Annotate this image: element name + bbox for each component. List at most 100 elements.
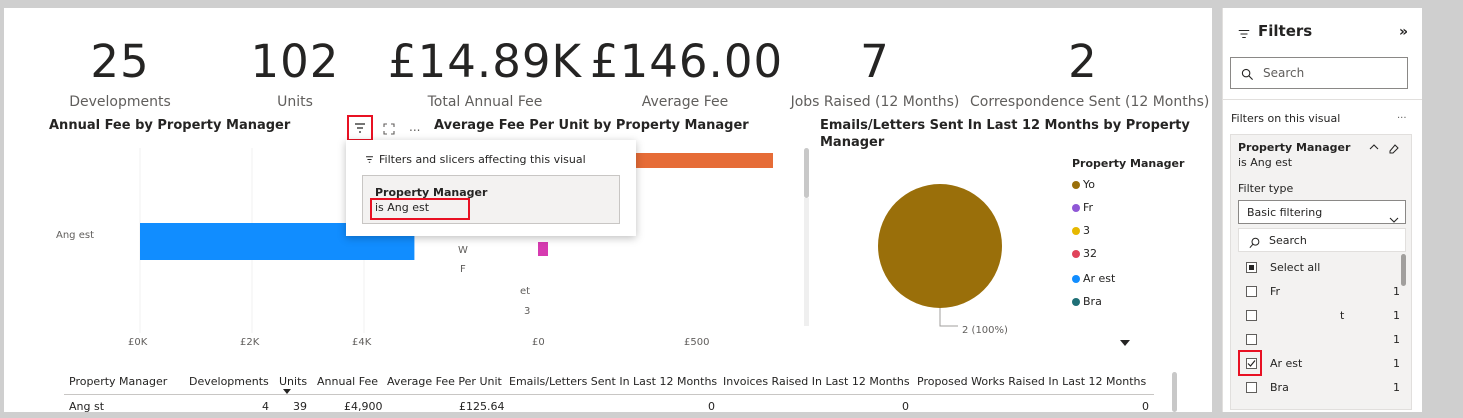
filter-item-checkbox[interactable] xyxy=(1246,286,1257,297)
legend-title: Property Manager xyxy=(1072,157,1185,170)
filter-type-dropdown[interactable]: Basic filtering xyxy=(1238,200,1406,224)
table-header[interactable]: Invoices Raised In Last 12 Months xyxy=(723,375,910,388)
bar-category-label: Ang est xyxy=(56,230,94,241)
legend-item[interactable]: Bra xyxy=(1072,295,1102,308)
filter-item-checkbox[interactable] xyxy=(1246,382,1257,393)
legend-label: 32 xyxy=(1083,247,1097,260)
table-cell: 0 xyxy=(1142,400,1149,412)
filter-item-checkbox[interactable] xyxy=(1246,310,1257,321)
kpi-label: Units xyxy=(277,94,313,110)
legend-label: Bra xyxy=(1083,295,1102,308)
table-header[interactable]: Property Manager xyxy=(69,375,168,388)
table-scrollbar[interactable] xyxy=(1172,372,1177,412)
legend-dot xyxy=(1072,181,1080,189)
visual-scroll-track xyxy=(804,198,809,326)
kpi-label: Average Fee xyxy=(641,94,729,110)
highlight-filter-icon xyxy=(347,115,373,141)
x-tick-1: £2K xyxy=(240,337,260,348)
filter-type-value: Basic filtering xyxy=(1247,206,1323,219)
table-header[interactable]: Average Fee Per Unit xyxy=(387,375,502,388)
filter-list-scrollbar[interactable] xyxy=(1401,254,1406,286)
legend-item[interactable]: Ar est xyxy=(1072,272,1115,285)
table-cell: 0 xyxy=(902,400,909,412)
collapse-pane-icon[interactable]: » xyxy=(1399,24,1409,40)
table-cell: £125.64 xyxy=(459,400,505,412)
kpi-label: Total Annual Fee xyxy=(427,94,543,110)
kpi-value: 7 xyxy=(860,35,890,88)
search-icon xyxy=(1249,234,1261,253)
kpi-label: Jobs Raised (12 Months) xyxy=(790,94,960,110)
filter-item-count: 1 xyxy=(1393,381,1400,394)
avg-fee-bar-pink xyxy=(538,242,548,256)
visual-scrollbar[interactable] xyxy=(804,148,809,198)
popup-card-title: Property Manager xyxy=(375,186,488,199)
x-tick-0: £0K xyxy=(128,337,148,348)
legend-item[interactable]: Fr xyxy=(1072,201,1093,214)
table-divider xyxy=(64,394,1154,395)
filters-pane-title: Filters xyxy=(1258,22,1313,40)
table-cell: 0 xyxy=(708,400,715,412)
focus-mode-icon[interactable] xyxy=(382,121,396,135)
more-options-icon[interactable]: ... xyxy=(1397,110,1407,121)
clear-filter-icon[interactable] xyxy=(1388,139,1400,158)
filter-item-label[interactable]: Fr xyxy=(1270,285,1281,298)
filter-item-label[interactable]: Ar est xyxy=(1270,357,1303,370)
kpi-value: 25 xyxy=(90,35,150,88)
filters-search-input[interactable]: Search xyxy=(1230,57,1408,89)
filter-item-label[interactable]: Bra xyxy=(1270,381,1289,394)
visual-title-emails-letters-line2: Manager xyxy=(820,135,885,150)
avg-fee-row-label: W xyxy=(458,245,468,256)
kpi-correspondence-sent[interactable]: 2 Correspondence Sent (12 Months) xyxy=(970,34,1210,111)
pie-slice-label: 2 (100%) xyxy=(962,325,1008,336)
avg-fee-x-tick-0: £0 xyxy=(532,337,545,348)
kpi-value: 102 xyxy=(250,35,340,88)
table-header[interactable]: Emails/Letters Sent In Last 12 Months xyxy=(509,375,718,388)
pie-slice[interactable] xyxy=(878,184,1002,308)
kpi-average-fee[interactable]: £146.00 Average Fee xyxy=(590,34,782,111)
chevron-up-icon[interactable] xyxy=(1369,141,1379,154)
table-header[interactable]: Developments xyxy=(189,375,269,388)
filter-item-checkbox[interactable] xyxy=(1246,334,1257,345)
legend-label: Yo xyxy=(1083,178,1095,191)
legend-dot xyxy=(1072,204,1080,212)
check-icon xyxy=(1247,360,1256,367)
kpi-units[interactable]: 102 Units xyxy=(240,34,350,111)
more-options-icon[interactable]: ... xyxy=(409,120,421,134)
kpi-label: Correspondence Sent (12 Months) xyxy=(970,94,1210,110)
highlight-checked-item xyxy=(1238,350,1262,376)
highlight-filter-condition xyxy=(370,198,470,220)
legend-scroll-down-icon[interactable] xyxy=(1120,340,1130,346)
filter-card-title[interactable]: Property Manager xyxy=(1238,141,1351,154)
x-tick-2: £4K xyxy=(352,337,372,348)
legend-dot xyxy=(1072,298,1080,306)
table-cell: Ang st xyxy=(69,400,105,412)
kpi-developments[interactable]: 25 Developments xyxy=(60,34,180,111)
kpi-jobs-raised[interactable]: 7 Jobs Raised (12 Months) xyxy=(790,34,960,111)
select-all-checkbox[interactable] xyxy=(1246,262,1257,273)
filter-values-search[interactable]: Search xyxy=(1238,228,1406,252)
kpi-value: 2 xyxy=(1068,35,1098,88)
filter-item-checkbox-checked[interactable] xyxy=(1246,358,1257,369)
table-header[interactable]: Proposed Works Raised In Last 12 Months xyxy=(917,375,1147,388)
popup-header: Filters and slicers affecting this visua… xyxy=(364,153,586,168)
legend-dot xyxy=(1072,227,1080,235)
legend-label: 3 xyxy=(1083,224,1090,237)
visual-title-average-fee-per-unit: Average Fee Per Unit by Property Manager xyxy=(434,118,749,133)
select-all-label[interactable]: Select all xyxy=(1270,261,1321,274)
legend-item[interactable]: 3 xyxy=(1072,224,1090,237)
search-icon xyxy=(1241,66,1254,85)
legend-item[interactable]: 32 xyxy=(1072,247,1097,260)
filter-card-condition: is Ang est xyxy=(1238,156,1293,169)
table-header[interactable]: Annual Fee xyxy=(317,375,378,388)
kpi-total-annual-fee[interactable]: £14.89K Total Annual Fee xyxy=(380,34,590,111)
filter-item-label[interactable]: t xyxy=(1340,309,1345,322)
popup-filter-card[interactable]: Property Manager is Ang est xyxy=(362,175,620,224)
filter-icon xyxy=(1237,26,1251,45)
filter-icon[interactable] xyxy=(352,120,368,136)
filter-item-count: 1 xyxy=(1393,309,1400,322)
legend-item[interactable]: Yo xyxy=(1072,178,1095,191)
sort-desc-icon[interactable] xyxy=(283,389,291,394)
table-header[interactable]: Units xyxy=(279,375,308,388)
avg-fee-row-label: et xyxy=(520,286,531,297)
visual-filters-popup: Filters and slicers affecting this visua… xyxy=(346,140,636,236)
